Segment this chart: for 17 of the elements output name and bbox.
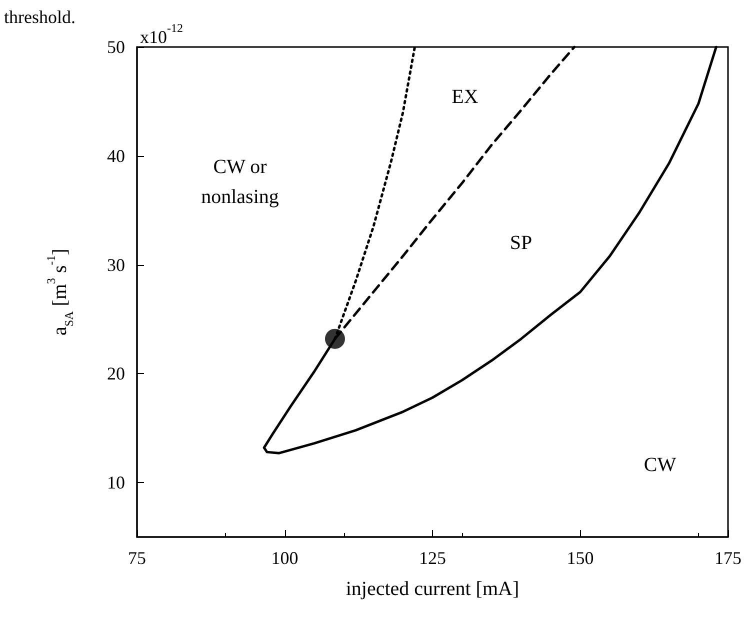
y-tick-label: 20 [107, 364, 125, 384]
y-tick-label: 30 [107, 254, 125, 275]
annotation: CW or nonlasing [201, 156, 279, 208]
y-tick-label: 50 [107, 37, 125, 57]
x-axis-title: injected current [mA] [346, 578, 520, 600]
y-tick-label: 40 [107, 146, 125, 166]
annotation: EX [452, 86, 479, 108]
y-tick-label: 10 [107, 472, 125, 493]
annotation: CW [644, 454, 676, 476]
x-tick-label: 125 [419, 548, 446, 568]
text: threshold. [4, 7, 76, 27]
x-tick-label: 150 [566, 548, 594, 568]
annotation: SP [510, 232, 532, 254]
x-tick-label: 75 [128, 548, 146, 568]
x-tick-label: 100 [271, 548, 298, 568]
x-tick-label: 175 [714, 548, 742, 568]
y-axis-title: aSA [m3 s-1] [44, 248, 76, 336]
